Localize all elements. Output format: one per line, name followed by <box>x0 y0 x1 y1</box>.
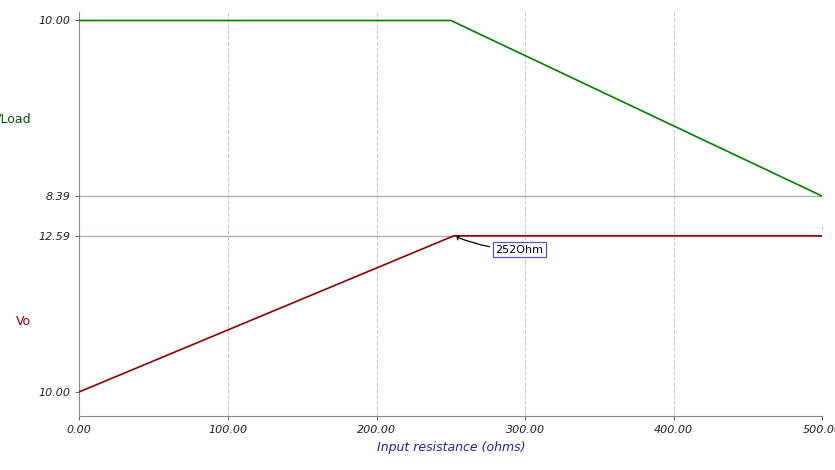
X-axis label: Input resistance (ohms): Input resistance (ohms) <box>377 440 525 454</box>
Y-axis label: VLoad: VLoad <box>0 113 32 126</box>
Y-axis label: Vo: Vo <box>16 315 32 329</box>
Text: 252Ohm: 252Ohm <box>457 236 544 255</box>
